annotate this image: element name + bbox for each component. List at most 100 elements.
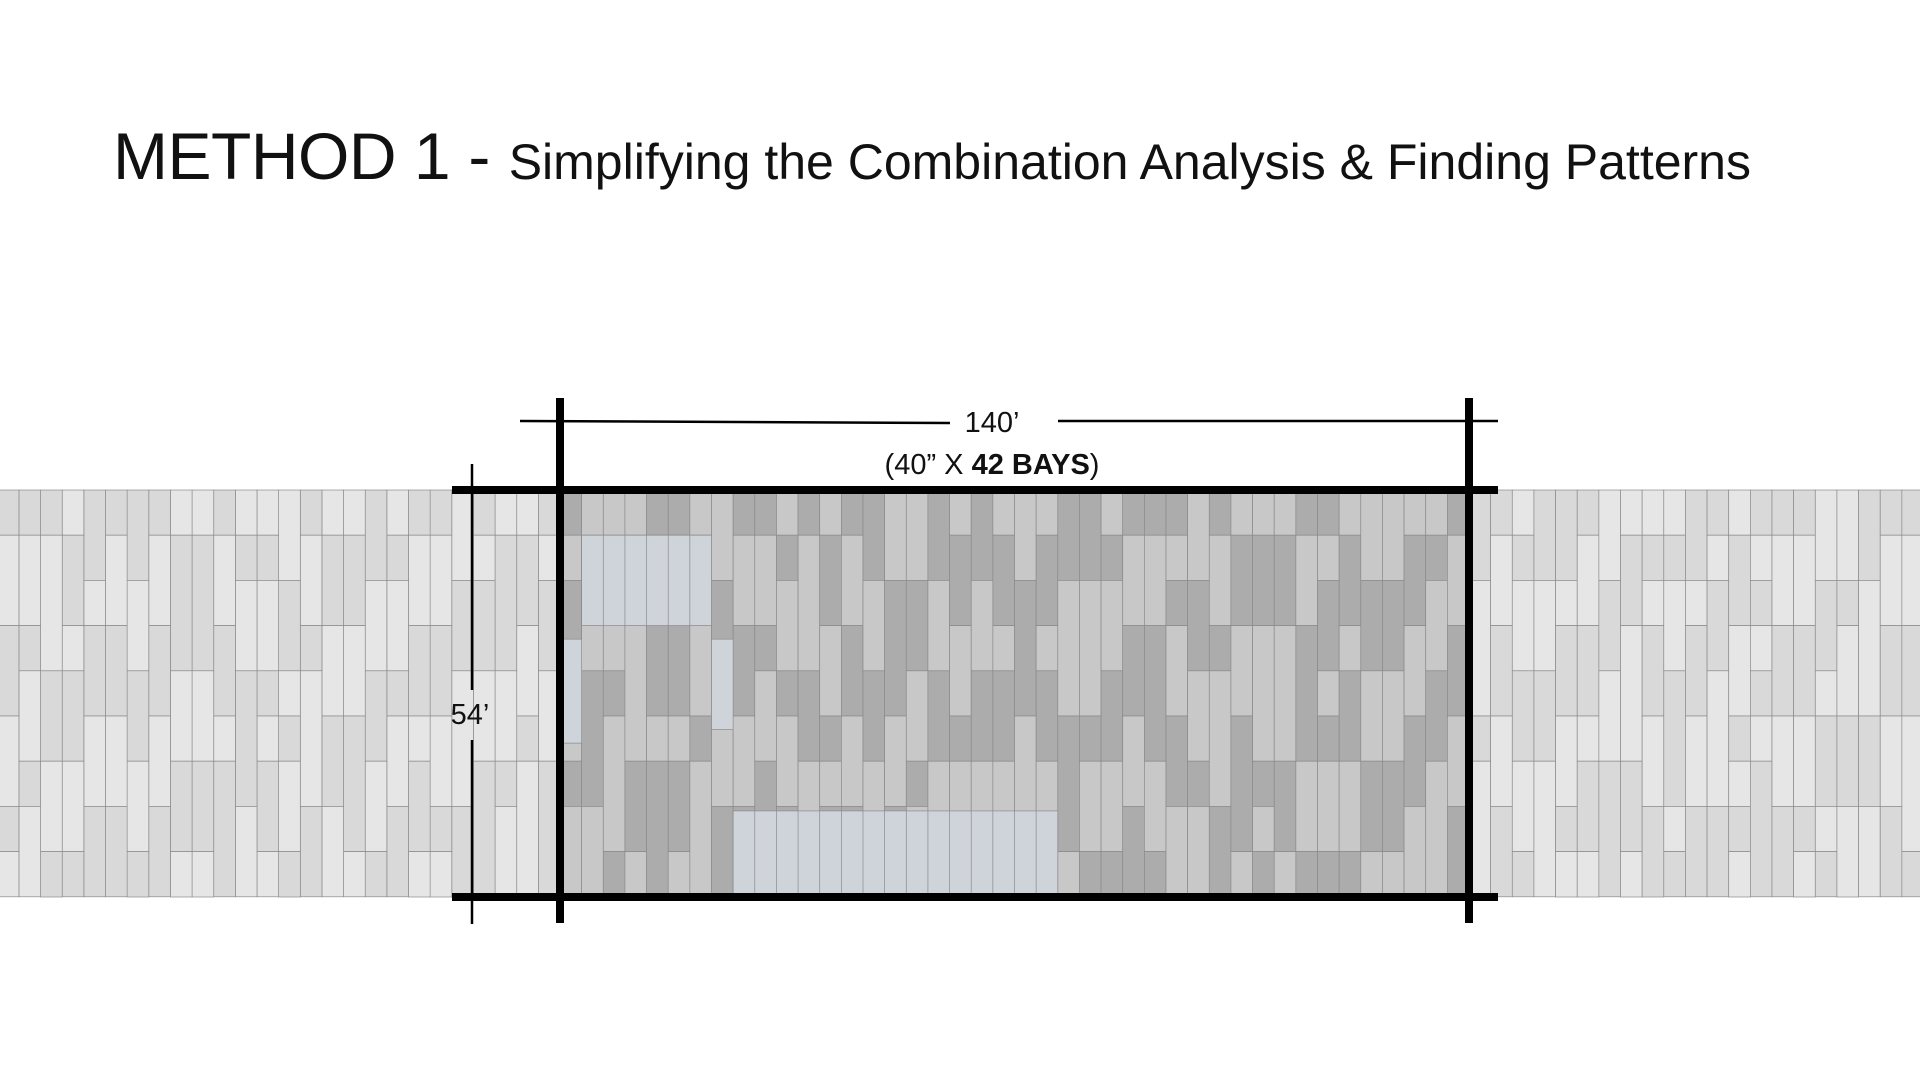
outside-panel — [256, 851, 279, 898]
outside-panel — [429, 851, 453, 898]
outside-panel — [1576, 489, 1600, 536]
bay-panel — [1208, 806, 1232, 898]
bay-panel — [1382, 760, 1405, 852]
outside-panel — [1793, 489, 1816, 536]
outside-panel — [148, 715, 171, 807]
outside-panel — [299, 625, 323, 672]
bay-panel — [927, 670, 950, 762]
bay-panel — [1382, 580, 1405, 672]
outside-panel — [1814, 580, 1838, 672]
outside-panel — [408, 851, 431, 898]
outside-panel — [1533, 489, 1556, 581]
outside-panel — [1663, 580, 1686, 672]
outside-panel — [364, 670, 388, 762]
outside-panel — [299, 806, 323, 898]
bay-panel — [1273, 489, 1297, 536]
outside-panel — [516, 625, 539, 717]
outside-panel — [278, 851, 301, 898]
highlight-zones — [559, 534, 1059, 898]
outside-panel — [278, 670, 301, 717]
outside-panel — [1576, 851, 1600, 898]
bay-panel — [754, 489, 777, 536]
outside-panel — [61, 625, 85, 672]
bay-panel — [970, 580, 994, 672]
outside-panel — [321, 806, 344, 898]
bay-panel — [1144, 625, 1167, 762]
bay-panel — [1360, 489, 1383, 581]
outside-panel — [386, 489, 409, 536]
outside-panel — [364, 851, 388, 898]
bay-panel — [1252, 625, 1275, 762]
bay-panel — [1295, 534, 1318, 626]
outside-panel — [1901, 534, 1920, 626]
bay-panel — [1079, 489, 1102, 581]
bay-panel — [1122, 625, 1145, 717]
outside-panel — [299, 670, 323, 807]
outside-panel — [0, 806, 20, 852]
bay-panel — [1273, 851, 1297, 898]
bay-panel — [1403, 715, 1427, 807]
outside-panel — [1663, 534, 1686, 581]
outside-panel — [256, 534, 279, 581]
outside-panel — [1858, 580, 1881, 717]
outside-panel — [494, 670, 518, 762]
bays-prefix: (40” X — [885, 449, 972, 481]
bay-panel — [1230, 625, 1253, 717]
outside-panel — [494, 806, 518, 898]
bay-panel — [819, 489, 842, 536]
width-label: 140’ — [965, 407, 1020, 439]
outside-panel — [429, 806, 453, 852]
bay-panel — [1122, 806, 1145, 898]
outside-panel — [1576, 534, 1600, 626]
outside-panel — [516, 534, 539, 626]
bay-panel — [581, 625, 604, 672]
outside-panel — [429, 534, 453, 626]
outside-panel — [1793, 806, 1816, 852]
outside-panel — [1641, 715, 1665, 807]
outside-panel — [1641, 489, 1665, 536]
outside-panel — [1858, 806, 1881, 898]
outside-panel — [1728, 489, 1751, 536]
bay-panel — [667, 625, 691, 717]
outside-panel — [408, 715, 431, 762]
outside-panel — [494, 489, 518, 536]
bay-panel — [1035, 489, 1059, 536]
bay-panel — [1360, 851, 1383, 898]
outside-panel — [1750, 534, 1773, 581]
bay-panel — [732, 715, 756, 807]
outside-panel — [1490, 715, 1513, 807]
bay-panel — [905, 580, 929, 672]
bay-panel — [776, 715, 799, 807]
outside-panel — [1706, 806, 1730, 898]
bay-panel — [1035, 625, 1059, 672]
bay-panel — [602, 489, 626, 536]
outside-panel — [0, 625, 20, 717]
outside-panel — [1771, 625, 1794, 717]
outside-panel — [473, 760, 496, 898]
outside-panel — [1706, 489, 1730, 536]
width-dimension — [519, 419, 1498, 425]
bay-panel — [862, 580, 885, 672]
outside-panel — [148, 806, 171, 898]
outside-panel — [386, 580, 409, 672]
bay-panel — [1295, 625, 1318, 762]
outside-panel — [1836, 806, 1859, 898]
bay-panel — [1295, 760, 1318, 852]
bay-panel — [689, 760, 712, 898]
outside-panel — [213, 625, 236, 717]
bay-panel — [1165, 715, 1188, 807]
outside-panel — [1793, 715, 1816, 807]
outside-panel — [40, 760, 63, 852]
bay-panel — [581, 806, 604, 898]
bay-panel — [1122, 534, 1145, 626]
outside-panel — [105, 715, 128, 807]
outside-panel — [343, 715, 366, 852]
outside-panel — [61, 760, 85, 852]
outside-panel — [170, 489, 193, 536]
outside-panel — [1814, 715, 1838, 807]
bay-panel — [1079, 715, 1102, 762]
bay-panel — [1165, 806, 1188, 898]
bay-panel — [841, 534, 864, 626]
outside-panel — [1511, 580, 1535, 672]
